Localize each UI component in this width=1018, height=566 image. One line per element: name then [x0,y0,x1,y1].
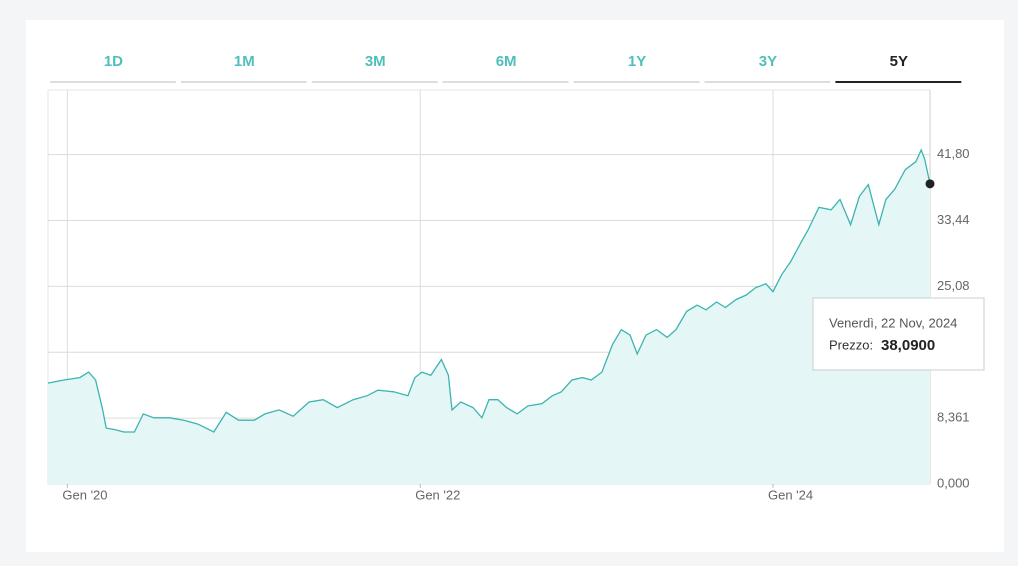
tooltip-label: Prezzo: [829,337,873,352]
area [48,149,930,484]
y-tick-label: 33,44 [937,212,970,227]
tab[interactable]: 6M [496,53,517,70]
x-tick-label: Gen '22 [415,487,460,502]
y-tick-label: 25,08 [937,278,970,293]
tab[interactable]: 3Y [759,53,777,70]
y-tick-label: 8,361 [937,410,970,425]
y-tick-label: 0,000 [937,475,970,490]
tab[interactable]: 3M [365,53,386,70]
tab-bar: 1D 1M 3M 6M 1Y 3Y 5Y [50,53,962,83]
tooltip-box [812,297,985,371]
tab[interactable]: 1Y [628,53,646,70]
tab[interactable]: 5Y [890,53,908,70]
line [47,148,931,433]
tooltip-value: 38,0900 [881,337,935,354]
y-tick-label: 41,80 [937,146,970,161]
tab[interactable]: 1D [104,53,123,70]
tooltip: Venerdì, 22 Nov, 2024 Prezzo: 38,0900 [812,297,985,371]
x-tick-label: Gen '24 [768,487,813,502]
tab[interactable]: 1M [234,53,255,70]
tooltip-date: Venerdì, 22 Nov, 2024 [829,315,957,330]
hover-point [925,179,935,189]
x-tick-label: Gen '20 [62,487,107,502]
